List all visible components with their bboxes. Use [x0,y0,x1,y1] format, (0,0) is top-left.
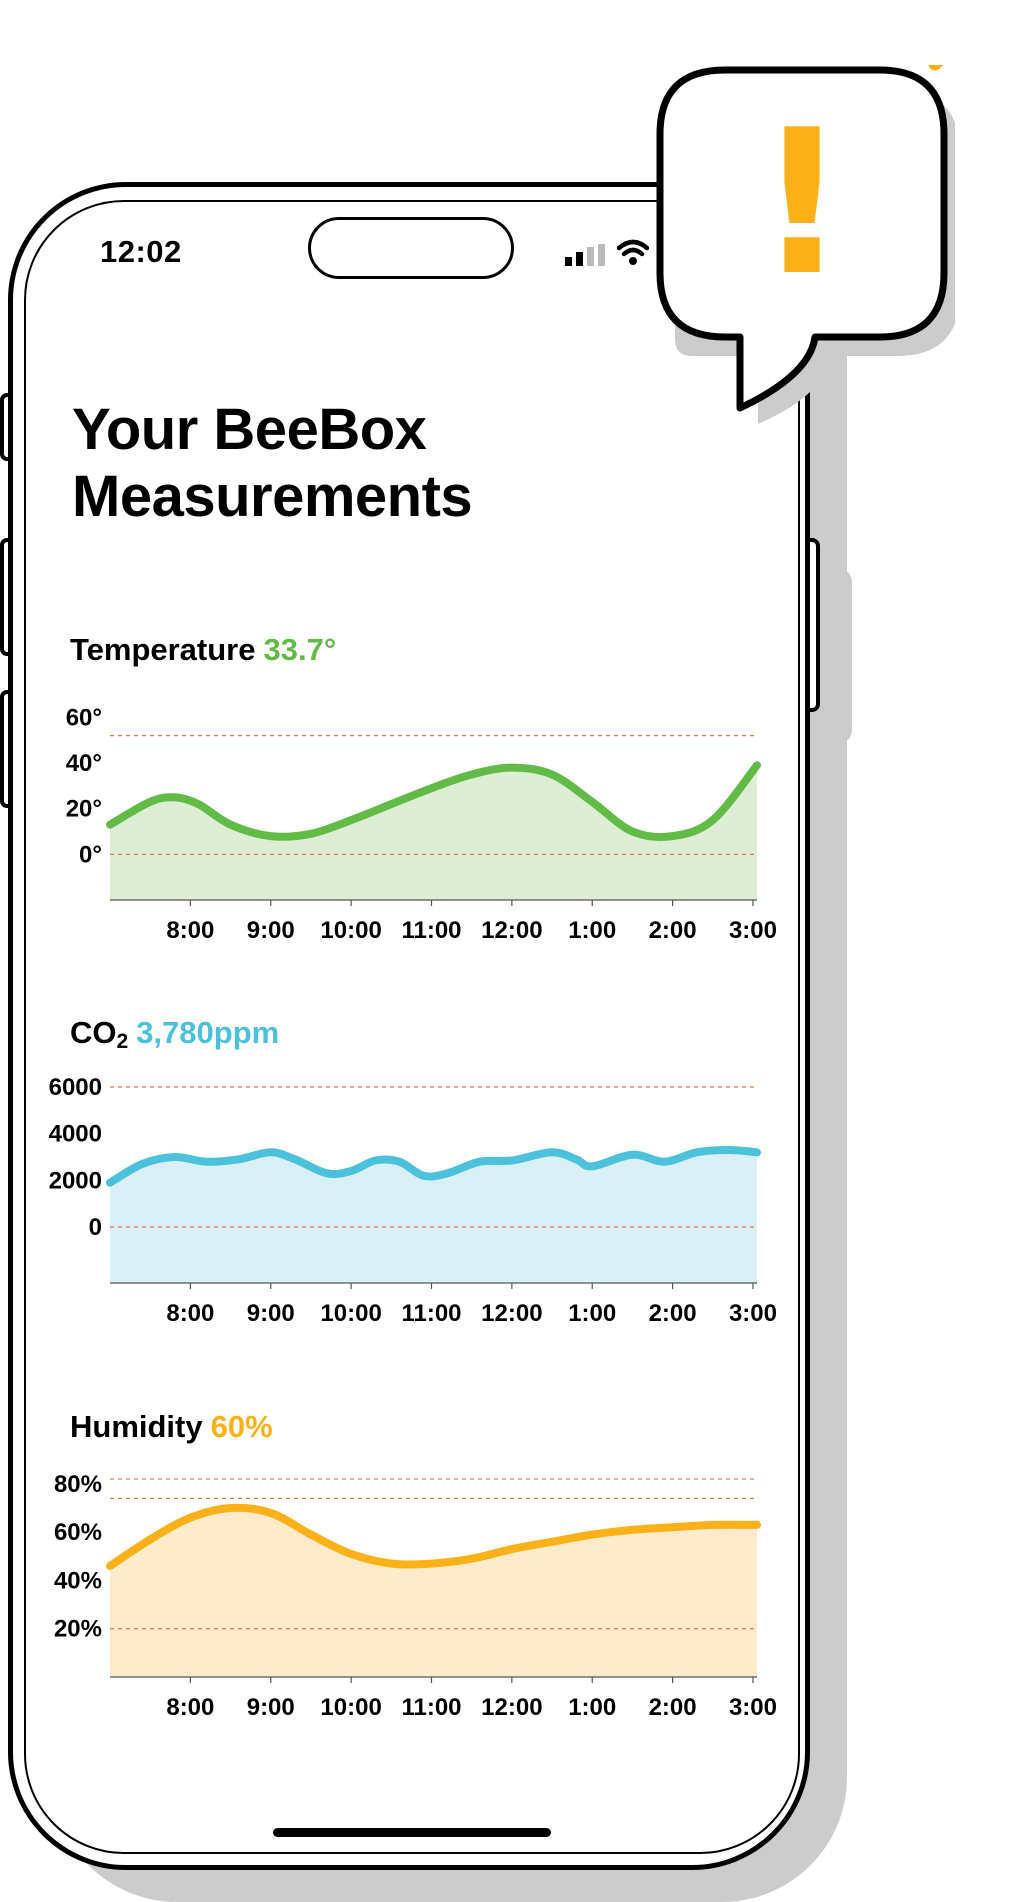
wifi-icon [617,239,649,265]
cellular-signal-icon [565,244,605,266]
alert-bubble-body [656,66,948,412]
x-tick-label: 11:00 [401,917,461,944]
x-tick-label: 9:00 [247,1694,295,1721]
x-tick-label: 2:00 [649,917,697,944]
area-fill [110,1150,757,1283]
y-tick-label: 0° [79,841,102,868]
x-tick-label: 3:00 [729,1694,777,1721]
x-tick-label: 1:00 [568,917,616,944]
x-tick-label: 10:00 [320,1694,381,1721]
y-tick-label: 60% [54,1519,102,1546]
home-indicator[interactable] [273,1828,551,1837]
x-tick-label: 8:00 [166,1694,214,1721]
status-time: 12:02 [100,234,182,269]
co2-chart: 6000 4000 2000 0 8:00 9:00 10:00 11:00 12:00 1:00… [49,1074,777,1327]
x-tick-label: 2:00 [649,1694,697,1721]
page-title-line2: Measurements [72,464,473,529]
y-tick-label: 2000 [49,1167,102,1194]
y-tick-label: 60° [66,704,102,731]
x-tick-label: 1:00 [568,1694,616,1721]
alert-bubble[interactable]: ! [655,65,955,425]
y-tick-label: 4000 [49,1121,102,1148]
x-tick-label: 1:00 [568,1300,616,1327]
x-tick-label: 12:00 [481,1694,542,1721]
x-tick-label: 3:00 [729,1300,777,1327]
x-tick-label: 9:00 [247,917,295,944]
y-tick-label: 40% [54,1567,102,1594]
x-tick-label: 2:00 [649,1300,697,1327]
temperature-chart: 60° 40° 20° 0° 8:00 9:00 10:00 11:00 12:00 1:00 2:… [66,704,777,944]
x-tick-label: 9:00 [247,1300,295,1327]
series-line [106,1503,761,1570]
exclamation-icon: ! [756,87,847,320]
x-tick-label: 3:00 [729,917,777,944]
page-title-line1: Your BeeBox [72,397,427,462]
dynamic-island [308,217,514,279]
humidity-header: Humidity 60% [70,1409,273,1445]
x-tick-label: 8:00 [166,917,214,944]
series-line [106,761,761,841]
temperature-value: 33.7° [263,632,337,667]
humidity-value: 60% [210,1409,273,1444]
x-tick-label: 8:00 [166,1300,214,1327]
co2-subscript: 2 [116,1030,129,1053]
co2-header: CO2 3,780ppm [70,1015,279,1054]
temperature-label: Temperature [70,632,256,667]
x-tick-label: 11:00 [401,1300,461,1327]
humidity-chart: 80% 60% 40% 20% 8:00 9:00 10:00 11:00 12:00 1:00 2… [54,1471,777,1721]
series-line [106,1146,761,1187]
area-fill [110,1507,757,1677]
x-tick-label: 10:00 [320,917,381,944]
page-title: Your BeeBox Measurements [72,396,473,530]
y-tick-label: 6000 [49,1074,102,1101]
x-tick-label: 12:00 [481,1300,542,1327]
temperature-header: Temperature 33.7° [70,632,336,668]
y-tick-label: 20° [66,796,102,823]
y-tick-label: 20% [54,1616,102,1643]
y-tick-label: 40° [66,750,102,777]
x-tick-label: 12:00 [481,917,542,944]
x-tick-label: 10:00 [320,1300,381,1327]
co2-value: 3,780ppm [136,1015,280,1050]
y-tick-label: 0 [89,1214,102,1241]
co2-label: CO [70,1015,117,1050]
y-tick-label: 80% [54,1471,102,1498]
area-fill [110,765,757,900]
x-tick-label: 11:00 [401,1694,461,1721]
humidity-label: Humidity [70,1409,203,1444]
